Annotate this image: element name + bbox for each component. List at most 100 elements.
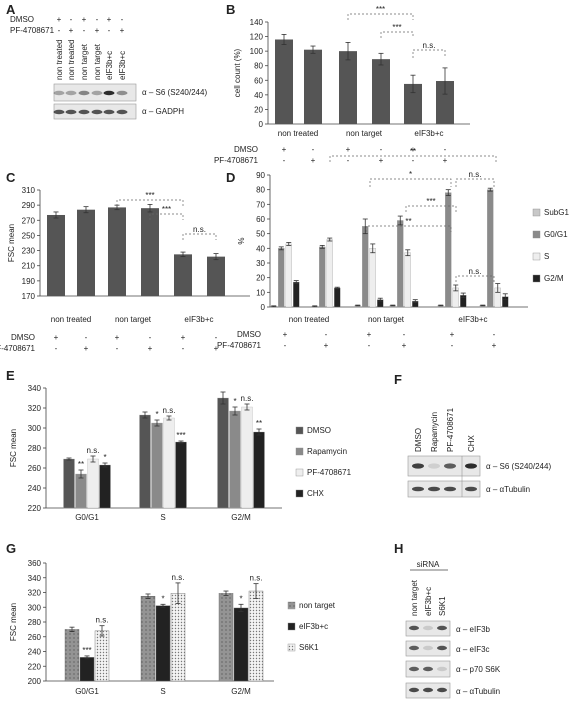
b-y-tick-label: 100 (250, 47, 264, 56)
b-y-tick-label: 80 (254, 62, 263, 71)
g-y-tick-label: 320 (28, 589, 42, 598)
b-sig-bracket (412, 49, 446, 58)
c-treatment-sign: + (54, 333, 59, 342)
d-y-tick-label: 0 (261, 303, 266, 312)
f-band-tubulin (412, 486, 424, 492)
c-group-label: non treated (51, 315, 91, 324)
g-y-tick-label: 260 (28, 633, 42, 642)
panel-label-d: D (226, 170, 235, 185)
a-band-s6 (103, 90, 115, 96)
f-band-s6 (412, 463, 424, 469)
g-y-tick-label: 200 (28, 677, 42, 686)
a-band-gapdh (116, 109, 128, 115)
e-bar (163, 417, 175, 509)
e-bar (63, 458, 75, 509)
e-ylabel: FSC mean (9, 429, 18, 467)
h-band (409, 687, 419, 693)
a-pf-label: PF-4708671 (10, 26, 55, 35)
e-bar (139, 414, 151, 509)
b-treatment-sign: - (380, 145, 383, 154)
a-lane-label: non target (93, 43, 102, 80)
d-sig-label: * (409, 170, 412, 179)
b-treatment-sign: + (282, 145, 287, 154)
h-blot-label-tubulin: α – αTubulin (456, 687, 500, 696)
a-treatment-sign: - (108, 26, 111, 35)
f-band-tubulin (465, 486, 477, 492)
g-y-tick-label: 220 (28, 662, 42, 671)
b-group-label: non target (346, 129, 383, 138)
h-lane-label: non target (410, 579, 419, 616)
h-band (437, 666, 447, 672)
c-y-tick-label: 170 (22, 292, 36, 301)
c-bar (77, 209, 95, 296)
g-sig-label: *** (82, 646, 91, 655)
f-lane-label: PF-4708671 (446, 407, 455, 452)
a-lane-label: eIF3b+c (105, 51, 114, 80)
g-legend-label: non target (299, 601, 336, 610)
f-band-tubulin (428, 486, 440, 492)
d-y-tick-label: 90 (256, 171, 265, 180)
panel-h-western-blot: siRNA non target eIF3b+c S6K1 α – eIF3b α … (405, 560, 501, 699)
a-treatment-sign: + (120, 26, 125, 35)
d-y-tick-label: 30 (256, 259, 265, 268)
b-bar (436, 81, 454, 124)
e-legend-swatch (295, 447, 304, 456)
c-y-tick-label: 230 (22, 247, 36, 256)
c-y-tick-label: 250 (22, 231, 36, 240)
g-sig-label: * (161, 594, 164, 603)
e-legend-swatch (295, 468, 304, 477)
d-bar (369, 248, 376, 308)
e-bar (75, 473, 87, 509)
f-blot-label-s6: α – S6 (S240/244) (486, 462, 551, 471)
d-y-tick-label: 60 (256, 215, 265, 224)
a-treatment-sign: - (83, 26, 86, 35)
h-band (423, 625, 433, 631)
h-lane-label: eIF3b+c (424, 587, 433, 616)
g-bar (140, 595, 156, 682)
c-bar (47, 214, 65, 296)
d-sig-bracket (455, 178, 495, 187)
e-legend-label: DMSO (307, 426, 331, 435)
d-legend-label: G2/M (544, 274, 564, 283)
e-legend-swatch (295, 426, 304, 435)
a-lane-label: eIF3b+c (118, 51, 127, 80)
f-lane-label: DMSO (414, 428, 423, 452)
a-band-gapdh (65, 109, 77, 115)
a-treatment-sign: + (107, 15, 112, 24)
e-bar (229, 410, 241, 509)
b-bar (304, 49, 322, 124)
b-bar (404, 83, 422, 124)
c-treatment-sign: - (55, 344, 58, 353)
g-sig-label: n.s. (172, 573, 185, 582)
a-blot-s6 (53, 83, 137, 102)
b-treatment-sign: + (411, 145, 416, 154)
h-blot-label-eif3c: α – eIF3c (456, 645, 490, 654)
b-bar (339, 51, 357, 125)
a-band-s6 (116, 90, 128, 96)
e-y-tick-label: 220 (28, 504, 42, 513)
d-bar (326, 239, 333, 308)
d-y-tick-label: 70 (256, 200, 265, 209)
d-bar (397, 220, 404, 308)
b-treatment-sign: + (311, 156, 316, 165)
c-treatment-sign: - (182, 344, 185, 353)
b-y-tick-label: 60 (254, 76, 263, 85)
c-sig-bracket (182, 233, 217, 240)
a-treatment-sign: + (95, 26, 100, 35)
panel-label-f: F (394, 372, 402, 387)
d-treatment-label: PF-4708671 (217, 341, 262, 350)
d-treatment-sign: + (450, 330, 455, 339)
e-group-label: G0/G1 (75, 513, 99, 522)
b-sig-bracket (347, 13, 414, 20)
d-legend-label: S (544, 252, 549, 261)
c-treatment-sign: + (148, 344, 153, 353)
e-sig-label: n.s. (163, 406, 176, 415)
e-legend-swatch (295, 489, 304, 498)
g-bar (248, 590, 264, 682)
d-sig-label: *** (426, 197, 435, 206)
h-blot-eif3b (405, 620, 451, 637)
h-band (409, 666, 419, 672)
g-sig-label: * (239, 594, 242, 603)
